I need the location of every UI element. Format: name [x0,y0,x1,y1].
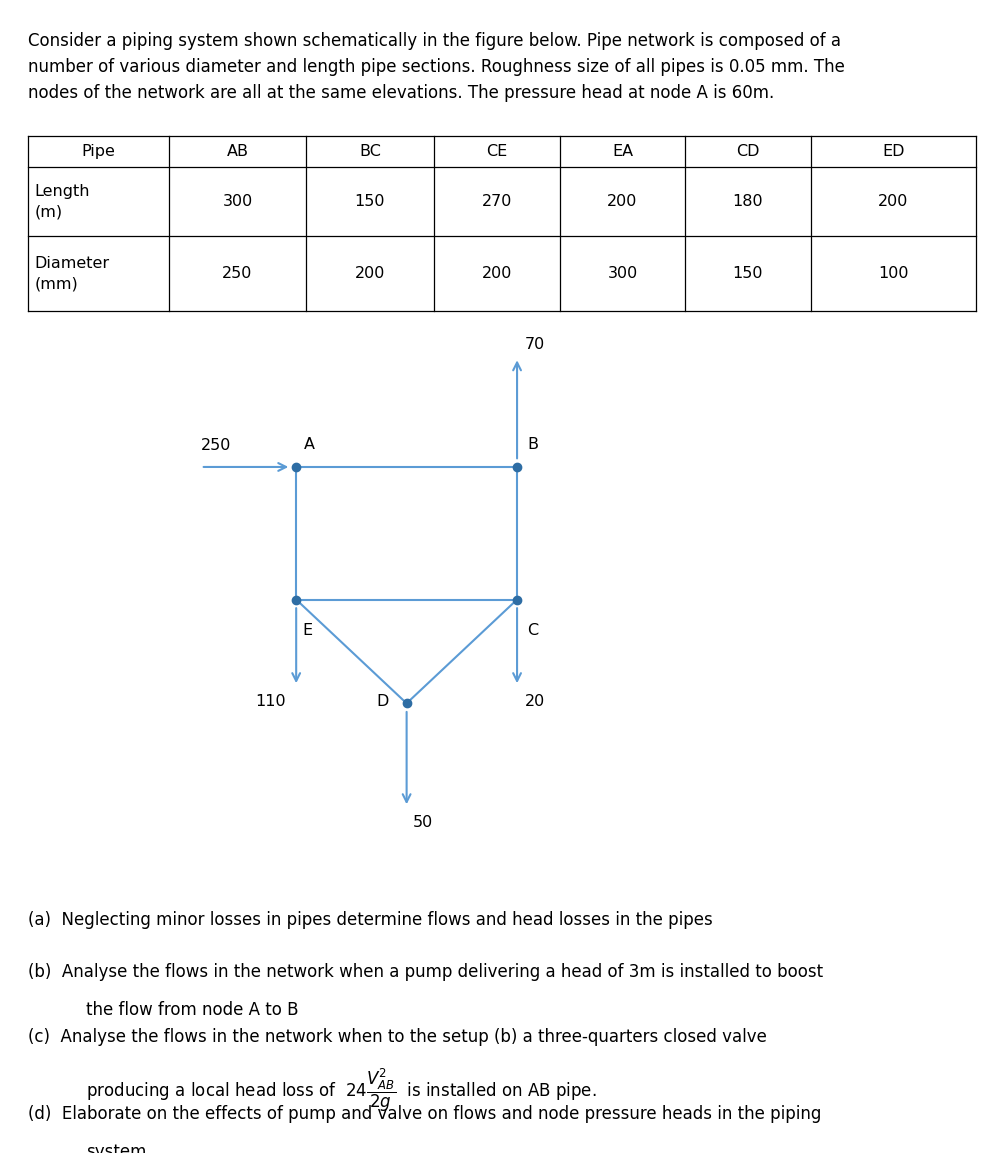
Text: 100: 100 [878,266,908,281]
Text: B: B [527,437,538,452]
Text: 70: 70 [525,337,545,352]
Text: ED: ED [882,144,904,159]
Text: 20: 20 [525,694,545,709]
Text: (c)  Analyse the flows in the network when to the setup (b) a three-quarters clo: (c) Analyse the flows in the network whe… [28,1028,766,1047]
Text: producing a local head loss of  $24\dfrac{V_{AB}^2}{2g}$  is installed on AB pip: producing a local head loss of $24\dfrac… [86,1067,597,1114]
Text: Length
(m): Length (m) [34,184,89,219]
Text: Pipe: Pipe [81,144,115,159]
Text: 200: 200 [607,194,637,210]
Text: (d)  Elaborate on the effects of pump and valve on flows and node pressure heads: (d) Elaborate on the effects of pump and… [28,1105,820,1123]
Text: (b)  Analyse the flows in the network when a pump delivering a head of 3m is ins: (b) Analyse the flows in the network whe… [28,963,822,981]
Text: (a)  Neglecting minor losses in pipes determine flows and head losses in the pip: (a) Neglecting minor losses in pipes det… [28,911,712,929]
Text: 150: 150 [732,266,762,281]
Text: 300: 300 [222,194,253,210]
Text: AB: AB [227,144,248,159]
Text: EA: EA [611,144,633,159]
Text: 200: 200 [878,194,908,210]
Text: Diameter
(mm): Diameter (mm) [34,256,109,292]
Text: 270: 270 [481,194,512,210]
Text: system.: system. [86,1143,151,1153]
Text: D: D [376,693,388,709]
Text: 180: 180 [732,194,762,210]
Text: C: C [527,623,538,638]
Text: CD: CD [735,144,759,159]
Text: 200: 200 [354,266,385,281]
Text: BC: BC [359,144,380,159]
Text: E: E [302,623,312,638]
Text: 150: 150 [354,194,385,210]
Text: 200: 200 [481,266,512,281]
Text: 250: 250 [222,266,253,281]
Text: 50: 50 [412,815,432,830]
Text: CE: CE [485,144,508,159]
Text: the flow from node A to B: the flow from node A to B [86,1001,299,1019]
Text: A: A [304,437,315,452]
Text: 300: 300 [607,266,637,281]
Text: 110: 110 [255,694,286,709]
Text: Consider a piping system shown schematically in the figure below. Pipe network i: Consider a piping system shown schematic… [28,32,845,101]
Text: 250: 250 [201,438,231,453]
